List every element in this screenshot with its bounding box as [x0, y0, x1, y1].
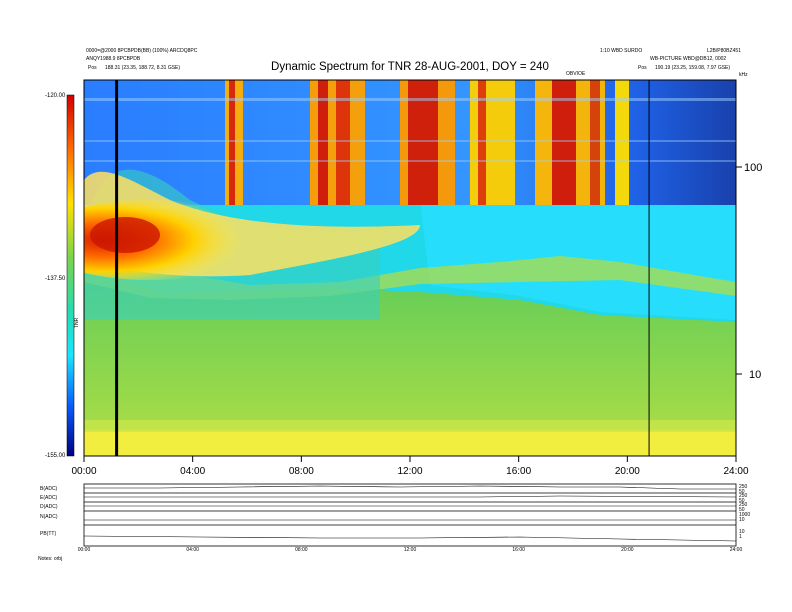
colorbar-tick-bottom: -155.00: [45, 453, 66, 459]
header-left-pos-value: 188.31 (23.35, 188.72, 8.31 GSE): [105, 65, 180, 71]
panel-label: PB(TT): [40, 531, 56, 537]
bottom-tick-label: 08:00: [295, 547, 308, 553]
colorbar-tick-mid: -137.50: [45, 276, 66, 282]
panel-tick-label: 1000: [739, 512, 750, 518]
bottom-tick-label: 12:00: [404, 547, 417, 553]
ancillary-panels: [83, 483, 737, 547]
vertical-marker-line: [115, 80, 119, 456]
x-tick-label: 12:00: [397, 466, 422, 477]
chart-title: Dynamic Spectrum for TNR 28-AUG-2001, DO…: [271, 61, 549, 73]
colorbar-tick-top: -120.00: [45, 93, 66, 99]
panel-label: N(ADC): [40, 514, 58, 520]
bottom-tick-label: 00:00: [78, 547, 91, 553]
header-left-line2: ANQY1988.9 8PCBPDB: [86, 56, 141, 62]
panel-tick-label: 250: [739, 493, 748, 499]
colorbar-label: TNR: [74, 317, 80, 328]
y-tick-label: 10: [749, 369, 761, 381]
header-right-line1b: L2B/P80BZ451: [707, 48, 741, 54]
header-right-line2: WB-PICTURE WBD@DB12, 0002: [650, 56, 726, 62]
bottom-tick-label: 24:00: [730, 547, 743, 553]
footer-notes: Notes: orbj: [38, 556, 62, 562]
x-tick-label: 08:00: [289, 466, 314, 477]
panel-tick-label: 1: [739, 534, 742, 540]
panel-tick-label: 250: [739, 502, 748, 508]
x-tick-label: 04:00: [180, 466, 205, 477]
header-right-line1: 1:10 WBD SURDO: [600, 48, 642, 54]
header-left-pos-label: Pos: [88, 65, 97, 71]
header-left-line1: 0000=@2000 8PCBPDB(BB) (100%) ARCDQ8PC: [86, 48, 198, 54]
panel-label: B(ADC): [40, 486, 58, 492]
x-axis: 00:00 04:00 08:00 12:00 16:00 20:00 24:00: [71, 456, 749, 477]
x-tick-label: 24:00: [723, 466, 748, 477]
heatmap-body: [84, 80, 736, 456]
bottom-tick-label: 20:00: [621, 547, 634, 553]
y-axis: 100 10 kHz: [736, 72, 762, 381]
header-right-pos-value: 190.19 (23.25, 159.08, 7.97 GSE): [655, 65, 730, 71]
event-marker-label: OBVIOE: [566, 71, 586, 77]
y-tick-label: 100: [744, 162, 762, 174]
panel-tick-label: 250: [739, 484, 748, 490]
panel-label: E(ADC): [40, 495, 58, 501]
panel-label: D(ADC): [40, 504, 58, 510]
y-axis-unit: kHz: [739, 72, 748, 78]
panel-tick-label: 50: [739, 498, 745, 504]
panel-tick-label: 10: [739, 529, 745, 535]
colorbar: [66, 94, 75, 457]
vertical-marker-line: [648, 80, 650, 456]
panel-tick-label: 10: [739, 517, 745, 523]
bottom-tick-label: 04:00: [186, 547, 199, 553]
panel-tick-label: 50: [739, 489, 745, 495]
header-right-pos-label: Pos: [638, 65, 647, 71]
panel-tick-label: 50: [739, 507, 745, 513]
bottom-tick-label: 16:00: [512, 547, 525, 553]
x-tick-label: 16:00: [506, 466, 531, 477]
x-tick-label: 20:00: [615, 466, 640, 477]
x-tick-label: 00:00: [71, 466, 96, 477]
bottom-time-axis: 00:00 04:00 08:00 12:00 16:00 20:00 24:00: [78, 547, 743, 553]
